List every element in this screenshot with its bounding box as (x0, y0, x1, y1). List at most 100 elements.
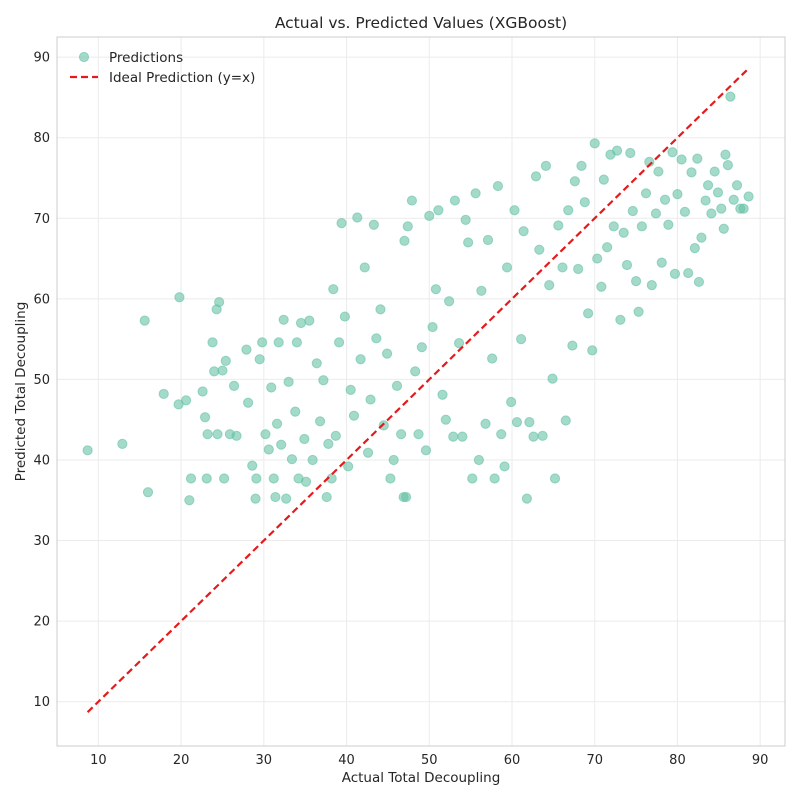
data-point (511, 417, 523, 428)
data-point (247, 460, 258, 471)
data-point (722, 160, 734, 171)
data-point (506, 396, 517, 408)
x-tick-label: 50 (421, 753, 438, 768)
data-point (231, 430, 242, 441)
data-point (263, 444, 274, 455)
data-point (544, 280, 555, 291)
y-tick-label: 50 (33, 373, 50, 388)
data-point (207, 337, 218, 348)
data-point (712, 187, 724, 198)
y-tick-labels: 10 20 30 40 50 60 70 80 90 (33, 51, 50, 711)
data-point (659, 194, 671, 205)
data-point (201, 473, 212, 484)
data-point (667, 147, 678, 158)
data-point (463, 237, 474, 248)
data-point (260, 429, 271, 440)
data-point (437, 389, 448, 400)
data-point (676, 154, 687, 165)
data-point (482, 234, 494, 246)
data-point (473, 454, 485, 466)
x-tick-label: 90 (752, 753, 769, 768)
data-point (509, 205, 520, 216)
data-point (217, 365, 228, 376)
grid-lines (57, 37, 785, 746)
data-point (583, 308, 594, 319)
data-point (596, 281, 607, 292)
chart-title: Actual vs. Predicted Values (XGBoost) (275, 14, 567, 32)
data-point (420, 445, 432, 456)
data-point (518, 226, 529, 237)
x-tick-label: 20 (173, 753, 190, 768)
data-point (158, 388, 169, 400)
data-point (311, 358, 322, 369)
data-point (738, 203, 749, 214)
plot-frame (56, 36, 786, 747)
data-point (139, 315, 150, 326)
data-point (499, 461, 510, 472)
data-points (82, 91, 754, 506)
data-point (304, 315, 315, 326)
data-point (549, 473, 561, 484)
data-point (709, 166, 720, 177)
data-point (702, 180, 714, 191)
data-point (700, 195, 711, 206)
data-point (540, 160, 552, 172)
data-point (410, 366, 421, 377)
data-point (621, 259, 633, 271)
data-point (142, 487, 154, 498)
data-point (656, 257, 667, 268)
data-point (391, 380, 403, 391)
data-point (328, 284, 339, 295)
data-point (273, 337, 284, 348)
data-point (653, 166, 664, 177)
data-point (669, 268, 681, 279)
data-point (630, 276, 642, 287)
data-point (268, 473, 279, 484)
data-point (618, 227, 629, 238)
data-point (174, 292, 185, 303)
data-point (424, 210, 435, 221)
data-point (355, 354, 366, 365)
data-point (271, 418, 283, 429)
data-point (276, 439, 287, 450)
data-point (725, 91, 736, 102)
data-point (728, 194, 739, 205)
data-point (672, 189, 683, 200)
data-point (290, 406, 301, 417)
data-point (650, 208, 662, 219)
data-point (569, 176, 580, 187)
data-point (440, 414, 451, 425)
data-point (470, 188, 481, 199)
x-tick-label: 10 (90, 753, 107, 768)
legend-label-ideal: Ideal Prediction (y=x) (109, 70, 255, 86)
data-point (693, 276, 705, 288)
data-point (448, 431, 459, 442)
data-point (496, 429, 507, 440)
data-point (212, 429, 223, 440)
data-point (348, 410, 360, 421)
data-point (731, 180, 743, 191)
data-point (501, 262, 513, 273)
data-point (592, 253, 603, 264)
data-point (489, 473, 500, 484)
data-point (743, 191, 754, 202)
data-point (251, 473, 262, 484)
data-point (430, 284, 441, 295)
data-point (314, 416, 326, 427)
data-point (587, 345, 598, 356)
data-point (345, 384, 356, 395)
data-point (686, 167, 697, 178)
data-point (180, 395, 192, 406)
data-point (365, 394, 376, 405)
data-point (563, 205, 574, 216)
legend: Predictions Ideal Prediction (y=x) (70, 50, 255, 86)
data-point (283, 376, 294, 387)
data-point (388, 454, 399, 466)
data-point (602, 242, 613, 253)
data-point (307, 454, 318, 466)
data-point (530, 171, 542, 182)
data-point (339, 311, 350, 322)
data-point (334, 337, 345, 348)
x-tick-labels: 10 20 30 40 50 60 70 80 90 (90, 753, 768, 768)
